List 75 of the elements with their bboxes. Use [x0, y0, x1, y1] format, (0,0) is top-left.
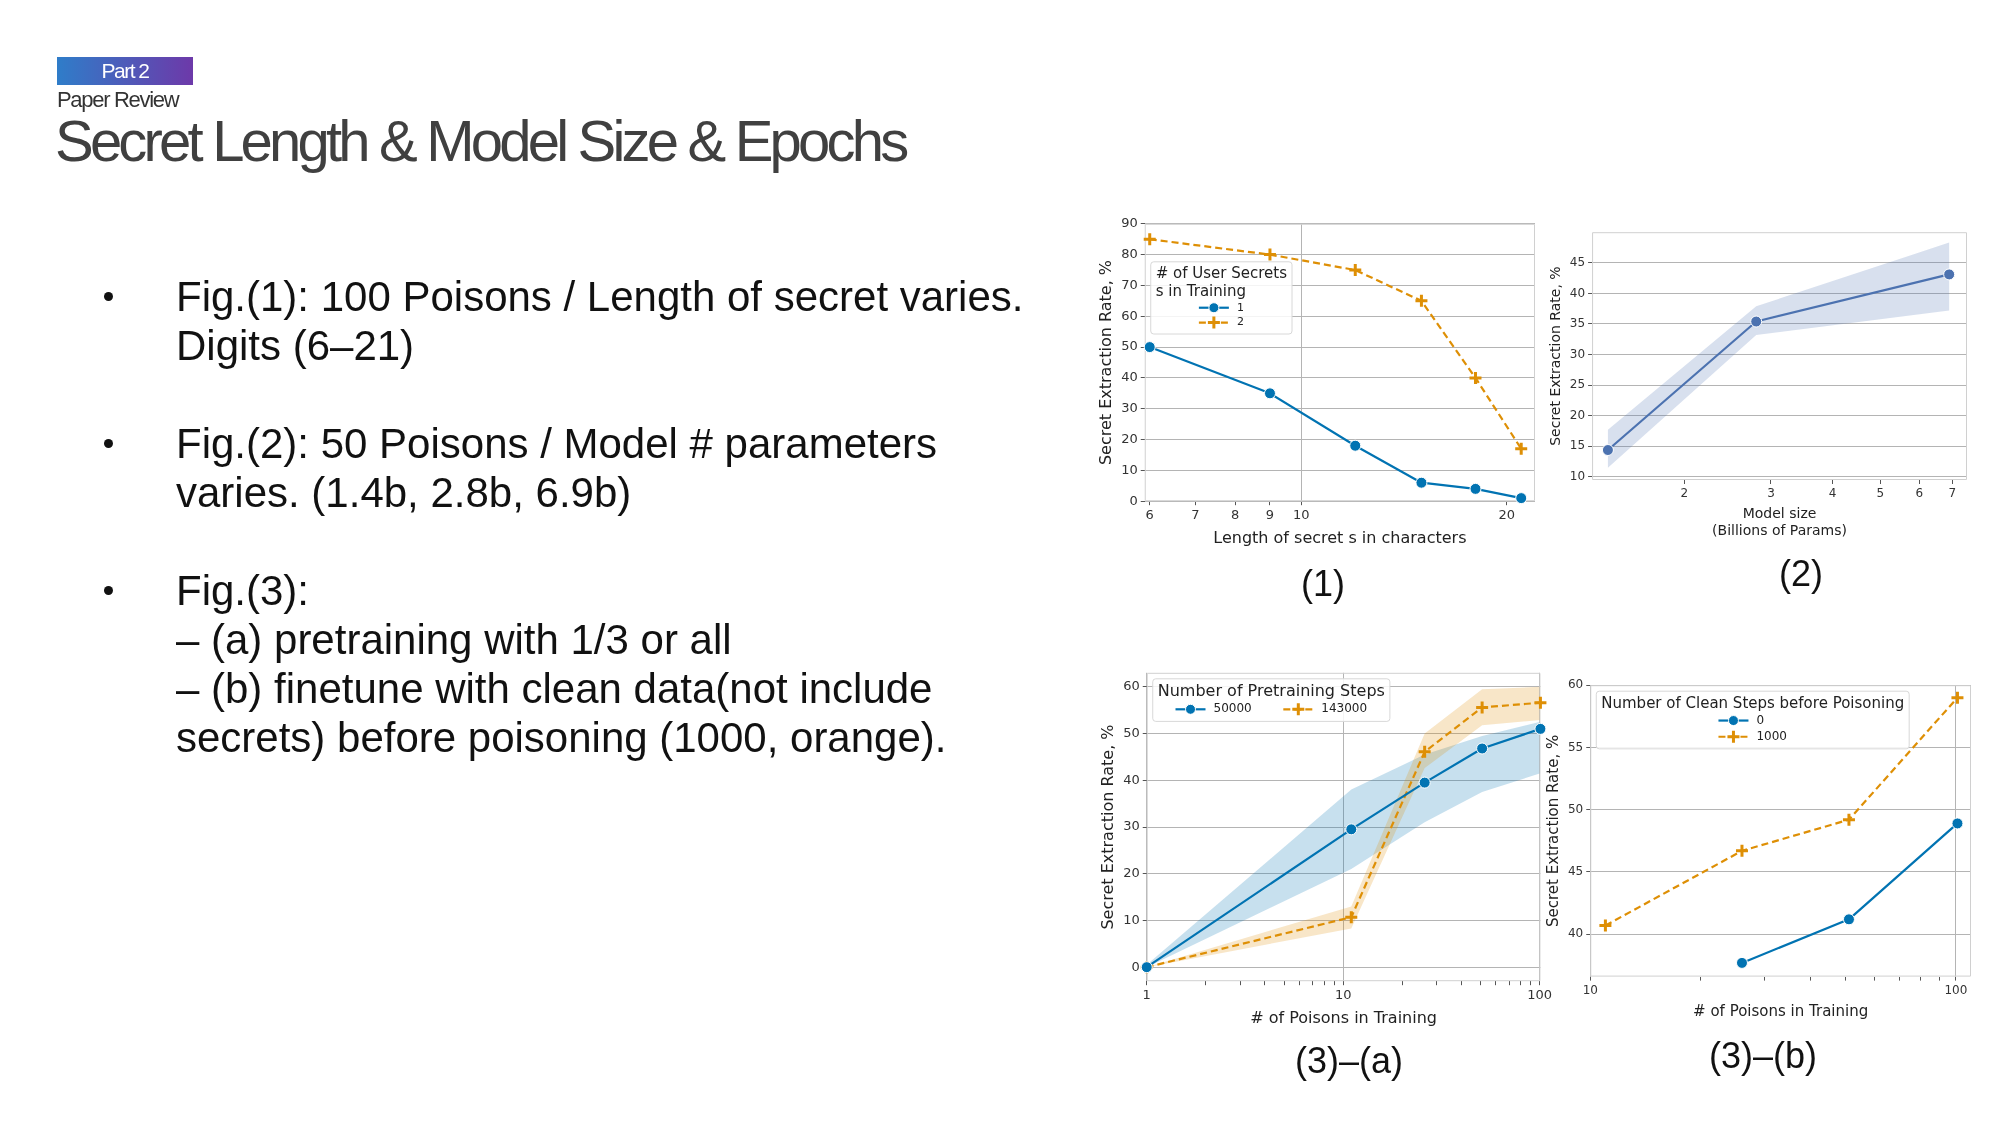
x-tick-label: 10	[1292, 507, 1310, 523]
y-tick-label: 70	[1121, 276, 1138, 292]
x-axis-title: Length of secret s in characters	[1213, 527, 1467, 547]
text: (3)–(a)	[1294, 1040, 1404, 1081]
y-tick-label: 60	[1121, 307, 1138, 323]
y-axis-title: Secret Extraction Rate, %	[1097, 724, 1117, 930]
x-tick-label: 6	[1915, 486, 1924, 501]
y-tick-label: 10	[1123, 911, 1140, 927]
x-tick-label: 10	[1582, 982, 1598, 997]
y-tick-label: 50	[1123, 724, 1140, 740]
y-tick-label: 40	[1569, 285, 1586, 300]
legend-label: 50000	[1213, 701, 1252, 716]
x-tick-label: 7	[1948, 486, 1957, 501]
legend-label: 1	[1236, 300, 1244, 314]
x-tick-label: 5	[1876, 486, 1885, 501]
y-tick-label: 90	[1121, 215, 1138, 231]
x-tick-label: 20	[1498, 507, 1516, 523]
text: – (a) pretraining with 1/3 or all	[176, 616, 732, 663]
x-tick-label: 1	[1142, 987, 1151, 1003]
x-tick-label: 4	[1828, 486, 1837, 501]
legend-label: 1000	[1756, 728, 1787, 743]
text: – (b) finetune with clean data(not include secrets) before poisoning (1000, orange).	[176, 665, 947, 761]
y-tick-label: 30	[1121, 400, 1138, 416]
legend-title: Number of Clean Steps before Poisoning	[1601, 693, 1905, 712]
legend-label: 143000	[1321, 701, 1368, 716]
x-axis-title: Model size (Billions of Params)	[1712, 505, 1847, 539]
y-tick-label: 40	[1121, 369, 1138, 385]
x-tick-label: 8	[1230, 507, 1240, 523]
y-tick-label: 60	[1567, 677, 1584, 692]
y-tick-label: 60	[1123, 678, 1140, 694]
y-tick-label: 45	[1569, 254, 1586, 269]
y-tick-label: 55	[1567, 739, 1584, 754]
y-tick-label: 30	[1123, 818, 1140, 834]
text: Fig.(3):	[176, 567, 310, 614]
y-tick-label: 80	[1121, 246, 1138, 261]
y-tick-label: 0	[1131, 958, 1140, 974]
text: Part 2	[101, 59, 149, 82]
y-tick-label: 10	[1121, 461, 1138, 477]
y-tick-label: 20	[1123, 865, 1140, 881]
y-tick-label: 25	[1569, 377, 1586, 392]
y-tick-label: 20	[1121, 430, 1138, 446]
y-tick-label: 40	[1567, 926, 1584, 941]
x-axis-title: # of Poisons in Training	[1250, 1007, 1437, 1027]
text: Fig.(2): 50 Poisons / Model # parameters varies. (1.4b, 2.8b, 6.9b)	[176, 420, 938, 516]
y-axis-title: Secret Extraction Rate, %	[1547, 266, 1564, 446]
legend-title: Number of Pretraining Steps	[1157, 681, 1385, 701]
x-tick-label: 2	[1680, 486, 1689, 501]
text: Fig.(1): 100 Poisons / Length of secret varies. Digits (6–21)	[176, 273, 1024, 369]
y-tick-label: 45	[1567, 864, 1584, 879]
text: (1)	[1301, 563, 1345, 604]
x-tick-label: 3	[1767, 486, 1775, 501]
y-tick-label: 0	[1129, 492, 1138, 508]
y-tick-label: 20	[1569, 407, 1586, 422]
legend-label: 0	[1756, 712, 1765, 727]
x-tick-label: 10	[1334, 987, 1352, 1003]
text: (2)	[1779, 553, 1823, 594]
x-axis-title: # of Poisons in Training	[1693, 1001, 1869, 1020]
legend-title: # of User Secrets s in Training	[1155, 264, 1288, 300]
y-axis-title: Secret Extraction Rate, %	[1543, 734, 1562, 928]
y-axis-title: Secret Extraction Rate, %	[1095, 259, 1115, 466]
y-tick-label: 50	[1567, 801, 1584, 816]
text: (3)–(b)	[1708, 1035, 1818, 1076]
y-tick-label: 50	[1121, 338, 1138, 354]
y-tick-label: 10	[1569, 469, 1586, 484]
x-tick-label: 100	[1527, 987, 1552, 1003]
y-tick-label: 35	[1569, 316, 1586, 331]
y-tick-label: 15	[1569, 438, 1586, 453]
y-tick-label: 40	[1123, 771, 1140, 787]
x-tick-label: 7	[1191, 507, 1200, 523]
x-tick-label: 100	[1944, 982, 1968, 997]
legend-label: 2	[1236, 315, 1244, 329]
x-tick-label: 9	[1265, 507, 1275, 523]
y-tick-label: 30	[1569, 346, 1586, 361]
x-tick-label: 6	[1145, 507, 1154, 523]
text: Paper Review	[57, 87, 179, 112]
